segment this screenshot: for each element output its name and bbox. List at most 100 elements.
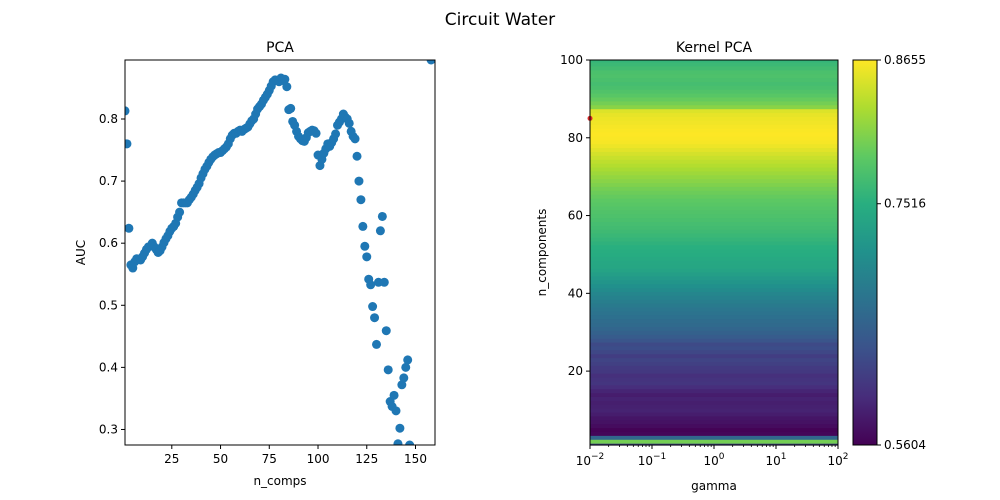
pca-point [125,139,132,149]
kpca-heatmap-row [590,384,838,390]
kpca-heatmap-row [590,345,838,351]
kpca-heatmap-row [590,435,838,440]
pca-point [362,252,372,262]
kpca-heatmap-row [590,229,838,234]
kpca-xtick-label: 100 [703,452,724,468]
kpca-heatmap-row [590,314,838,320]
kpca-heatmap-row [590,116,838,121]
kpca-heatmap-row [590,373,838,378]
pca-ytick-label: 0.6 [99,236,118,250]
kpca-xtick-label: 101 [765,452,786,468]
pca-point [366,280,376,290]
kpca-title: Kernel PCA [676,40,753,56]
pca-point [381,326,391,336]
kpca-heatmap-row [590,93,838,98]
kpca-ytick-label: 60 [568,209,583,223]
kpca-heatmap-row [590,201,838,207]
kpca-heatmap-row [590,380,838,386]
kpca-heatmap-row [590,236,838,242]
pca-point [375,226,385,236]
kpca-heatmap-row [590,60,838,63]
kpca-heatmap-row [590,221,838,226]
colorbar-tick-label: 0.8655 [884,53,926,67]
kpca-xtick-label: 10−1 [638,452,667,468]
kpca-heatmap-row [590,404,838,409]
kpca-heatmap-row [590,89,838,94]
kpca-heatmap-row [590,151,838,156]
pca-point [350,134,360,144]
kpca-heatmap-row [590,96,838,102]
pca-point [372,339,382,349]
pca-point [352,151,362,161]
kpca-heatmap-row [590,65,838,71]
kpca-heatmap-row [590,388,838,394]
kpca-heatmap-row [590,423,838,429]
kpca-xtick-label: 102 [827,452,848,468]
pca-ytick-label: 0.3 [99,422,118,436]
pca-xtick-label: 25 [164,452,179,466]
kpca-heatmap-row [590,108,838,114]
kpca-ytick-label: 80 [568,131,583,145]
kpca-heatmap-row [590,100,838,106]
kpca-heatmap-row [590,365,838,370]
kpca-heatmap-row [590,310,838,316]
pca-ytick-label: 0.7 [99,174,118,188]
pca-xlabel: n_comps [253,474,306,488]
pca-ytick-label: 0.5 [99,298,118,312]
kpca-heatmap-row [590,240,838,246]
kpca-heatmap-row [590,408,838,413]
kpca-heatmap-row [590,330,838,335]
pca-plot-frame [124,59,436,446]
pca-point [360,241,370,251]
kpca-plot-frame [589,59,839,446]
kpca-heatmap-row [590,326,838,331]
colorbar [853,60,877,445]
pca-point [391,406,401,416]
pca-point [403,355,413,365]
pca-point [358,221,368,231]
kpca-heatmap-row [590,287,838,292]
kpca-heatmap-row [590,205,838,211]
colorbar-tick-label: 0.7516 [884,197,926,211]
kpca-heatmap-row [590,411,838,417]
kpca-heatmap-row [590,139,838,145]
pca-xtick-label: 150 [404,452,427,466]
kpca-xtick-label: 10−2 [576,452,605,468]
kpca-heatmap-row [590,104,838,110]
kpca-heatmap-row [590,264,838,269]
kpca-heatmap-row [590,369,838,374]
pca-xtick-label: 75 [262,452,277,466]
pca-point [397,380,407,390]
pca-xtick-label: 125 [355,452,378,466]
kpca-heatmap-row [590,61,838,67]
kpca-heatmap-row [590,77,838,82]
kpca-heatmap-row [590,248,838,254]
kpca-heatmap-row [590,233,838,238]
pca-point [426,60,435,65]
kpca-ylabel: n_components [535,209,549,297]
kpca-heatmap-cells [587,60,838,446]
kpca-heatmap-row [590,81,838,86]
kpca-heatmap-row [590,135,838,141]
kpca-heatmap-row [590,178,838,184]
pca-point [286,103,296,113]
kpca-heatmap-row [590,291,838,296]
kpca-heatmap-row [590,306,838,312]
kpca-heatmap-row [590,198,838,203]
kpca-heatmap-row [590,268,838,273]
kpca-heatmap-row [590,194,838,199]
kpca-heatmap-row [590,170,838,176]
pca-point [389,390,399,400]
pca-xtick-label: 50 [213,452,228,466]
pca-points [125,60,435,445]
kpca-heatmap-row [590,252,838,257]
pca-point [331,129,341,139]
kpca-xlabel: gamma [691,479,737,493]
pca-point [379,277,389,287]
kpca-heatmap-row [590,295,838,300]
kpca-heatmap-row [590,318,838,324]
kpca-heatmap-row [590,283,838,289]
kpca-heatmap-row [590,163,838,168]
kpca-heatmap-row [590,85,838,90]
